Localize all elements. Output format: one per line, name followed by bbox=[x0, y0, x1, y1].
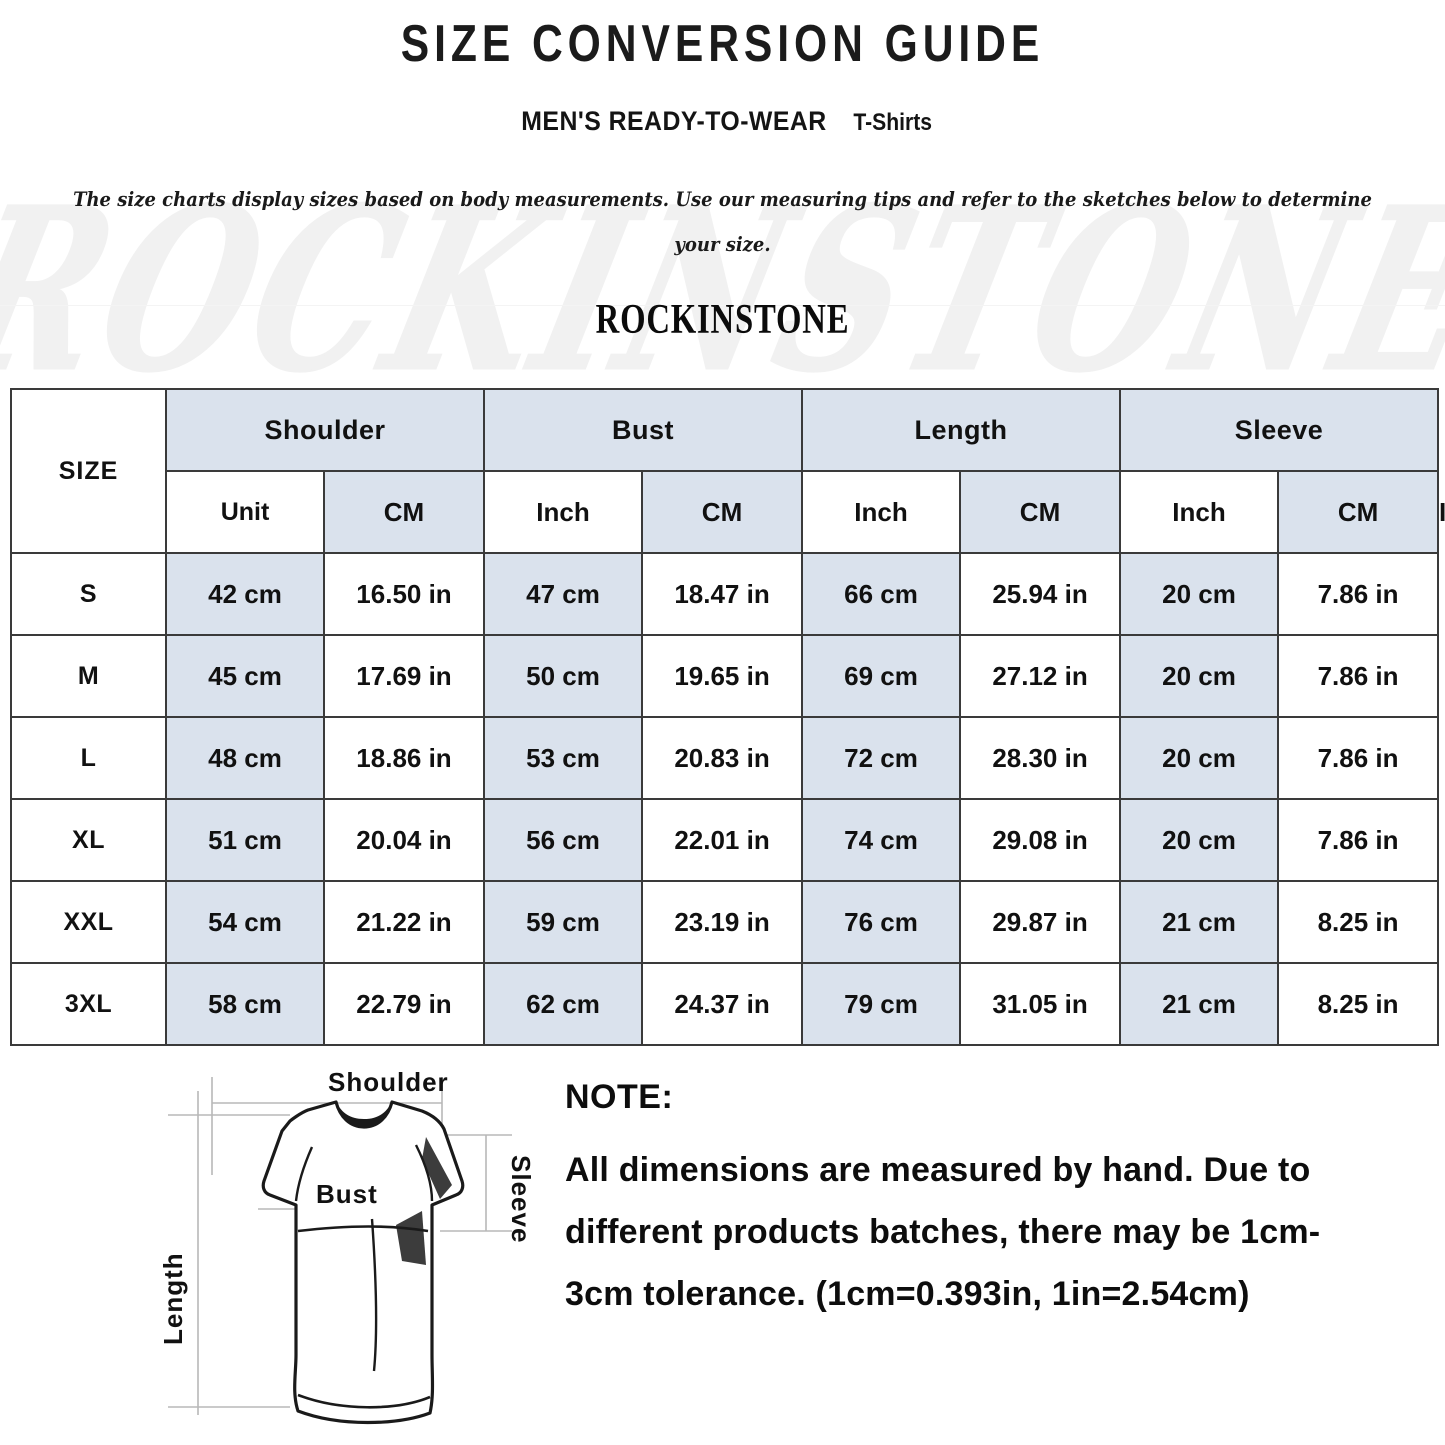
header-group-shoulder: Shoulder bbox=[164, 388, 486, 472]
note-block: NOTE: All dimensions are measured by han… bbox=[565, 1077, 1425, 1325]
note-heading: NOTE: bbox=[565, 1078, 674, 1116]
cell-measurement: 22.79 in bbox=[322, 962, 486, 1046]
diagram-label-bust: Bust bbox=[316, 1179, 378, 1209]
cell-measurement: 21 cm bbox=[1119, 880, 1280, 964]
diagram-label-sleeve: Sleeve bbox=[506, 1155, 536, 1243]
subtitle-main: MEN'S READY-TO-WEAR bbox=[521, 106, 827, 136]
cell-measurement: 8.25 in bbox=[1277, 962, 1440, 1046]
header-unit-length-inch: Inch bbox=[1119, 470, 1280, 554]
cell-measurement: 59 cm bbox=[483, 880, 644, 964]
header-unit-shoulder-cm: CM bbox=[322, 470, 486, 554]
cell-measurement: 72 cm bbox=[801, 716, 962, 800]
diagram-label-length: Length bbox=[158, 1252, 188, 1345]
note-body: All dimensions are measured by hand. Due… bbox=[565, 1151, 1321, 1313]
diagram-label-shoulder: Shoulder bbox=[328, 1067, 449, 1097]
cell-measurement: 28.30 in bbox=[959, 716, 1122, 800]
cell-measurement: 18.86 in bbox=[322, 716, 486, 800]
cell-measurement: 54 cm bbox=[165, 880, 325, 964]
cell-measurement: 58 cm bbox=[165, 962, 325, 1046]
header-block: SIZE CONVERSION GUIDE MEN'S READY-TO-WEA… bbox=[0, 0, 1445, 343]
cell-measurement: 16.50 in bbox=[322, 552, 486, 636]
header-size: SIZE bbox=[10, 388, 167, 554]
cell-measurement: 19.65 in bbox=[641, 634, 804, 718]
cell-measurement: 47 cm bbox=[483, 552, 644, 636]
cell-measurement: 62 cm bbox=[483, 962, 644, 1046]
header-group-length: Length bbox=[801, 388, 1122, 472]
cell-measurement: 20 cm bbox=[1119, 552, 1280, 636]
cell-measurement: 7.86 in bbox=[1277, 634, 1440, 718]
size-table-body: S 42 cm 16.50 in 47 cm 18.47 in 66 cm 25.94 in… bbox=[10, 552, 1440, 1046]
header-unit-length-cm: CM bbox=[959, 470, 1122, 554]
table-row: XL 51 cm 20.04 in 56 cm 22.01 in 74 cm 29.08 i… bbox=[10, 798, 1440, 882]
page-subtitle: MEN'S READY-TO-WEAR T-Shirts bbox=[0, 104, 1445, 147]
cell-measurement: 17.69 in bbox=[322, 634, 486, 718]
cell-measurement: 18.47 in bbox=[641, 552, 804, 636]
table-row: 3XL 58 cm 22.79 in 62 cm 24.37 in 79 cm 31.05 … bbox=[10, 962, 1440, 1046]
table-group-header-row: SIZE Shoulder Bust Length Sleeve bbox=[10, 388, 1440, 554]
table-row: S 42 cm 16.50 in 47 cm 18.47 in 66 cm 25.94 in… bbox=[10, 552, 1440, 636]
header-unit-shoulder-inch: Inch bbox=[483, 470, 644, 554]
header-unit-bust-cm: CM bbox=[641, 470, 804, 554]
cell-size: S bbox=[10, 552, 167, 636]
cell-measurement: 22.01 in bbox=[641, 798, 804, 882]
page-title: SIZE CONVERSION GUIDE bbox=[400, 15, 1045, 73]
cell-measurement: 50 cm bbox=[483, 634, 644, 718]
cell-measurement: 21.22 in bbox=[322, 880, 486, 964]
cell-size: 3XL bbox=[10, 962, 167, 1046]
cell-measurement: 7.86 in bbox=[1277, 716, 1440, 800]
cell-measurement: 23.19 in bbox=[641, 880, 804, 964]
header-unit-label: Unit bbox=[165, 470, 325, 554]
cell-measurement: 74 cm bbox=[801, 798, 962, 882]
cell-measurement: 76 cm bbox=[801, 880, 962, 964]
cell-measurement: 31.05 in bbox=[959, 962, 1122, 1046]
cell-measurement: 69 cm bbox=[801, 634, 962, 718]
cell-measurement: 29.87 in bbox=[959, 880, 1122, 964]
subtitle-product-type: T-Shirts bbox=[853, 109, 932, 136]
cell-measurement: 66 cm bbox=[801, 552, 962, 636]
cell-measurement: 20.83 in bbox=[641, 716, 804, 800]
cell-measurement: 7.86 in bbox=[1277, 552, 1440, 636]
cell-measurement: 7.86 in bbox=[1277, 798, 1440, 882]
cell-size: XXL bbox=[10, 880, 167, 964]
header-group-bust: Bust bbox=[483, 388, 804, 472]
cell-measurement: 25.94 in bbox=[959, 552, 1122, 636]
cell-measurement: 29.08 in bbox=[959, 798, 1122, 882]
cell-measurement: 21 cm bbox=[1119, 962, 1280, 1046]
tshirt-measurement-diagram: Shoulder Bust Length Sleeve bbox=[140, 1055, 540, 1445]
header-unit-bust-inch: Inch bbox=[801, 470, 962, 554]
cell-measurement: 20 cm bbox=[1119, 634, 1280, 718]
page-description: The size charts display sizes based on b… bbox=[73, 187, 1372, 256]
cell-size: XL bbox=[10, 798, 167, 882]
header-group-sleeve: Sleeve bbox=[1119, 388, 1440, 472]
bottom-section: Shoulder Bust Length Sleeve NOTE: All di… bbox=[0, 1055, 1445, 1445]
size-conversion-table: SIZE Shoulder Bust Length Sleeve Unit CM… bbox=[10, 388, 1445, 1046]
cell-measurement: 20 cm bbox=[1119, 798, 1280, 882]
cell-measurement: 20.04 in bbox=[322, 798, 486, 882]
cell-measurement: 27.12 in bbox=[959, 634, 1122, 718]
cell-measurement: 48 cm bbox=[165, 716, 325, 800]
table-row: M 45 cm 17.69 in 50 cm 19.65 in 69 cm 27.12 in… bbox=[10, 634, 1440, 718]
cell-measurement: 20 cm bbox=[1119, 716, 1280, 800]
cell-measurement: 51 cm bbox=[165, 798, 325, 882]
brand-name: ROCKINSTONE bbox=[595, 297, 850, 343]
size-table-container: SIZE Shoulder Bust Length Sleeve Unit CM… bbox=[10, 388, 1445, 1046]
cell-measurement: 24.37 in bbox=[641, 962, 804, 1046]
cell-size: M bbox=[10, 634, 167, 718]
cell-measurement: 8.25 in bbox=[1277, 880, 1440, 964]
cell-measurement: 42 cm bbox=[165, 552, 325, 636]
table-row: XXL 54 cm 21.22 in 59 cm 23.19 in 76 cm 29.87 … bbox=[10, 880, 1440, 964]
table-unit-header-row: Unit CM Inch CM Inch CM Inch CM Inch bbox=[11, 470, 1445, 554]
cell-measurement: 53 cm bbox=[483, 716, 644, 800]
header-unit-sleeve-cm: CM bbox=[1277, 470, 1440, 554]
cell-size: L bbox=[10, 716, 167, 800]
cell-measurement: 79 cm bbox=[801, 962, 962, 1046]
cell-measurement: 56 cm bbox=[483, 798, 644, 882]
table-row: L 48 cm 18.86 in 53 cm 20.83 in 72 cm 28.30 in… bbox=[10, 716, 1440, 800]
cell-measurement: 45 cm bbox=[165, 634, 325, 718]
